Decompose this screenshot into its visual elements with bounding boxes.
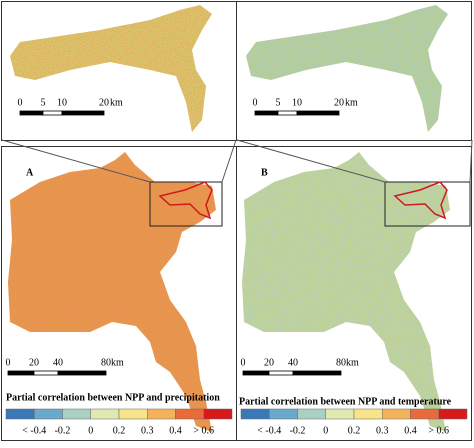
legend-label: > 0.6 [428,425,449,436]
scale-label: 20 [99,97,109,108]
legend-title: Partial correlation between NPP and prec… [6,392,220,403]
legend-label: -0.2 [55,425,71,436]
connector [1,139,151,183]
study-outline [393,181,448,220]
scale-unit: km [110,97,123,108]
scale-label: 80 [336,357,346,368]
scale-label: 80 [101,357,111,368]
scale-segment [296,110,340,116]
legend-swatch [90,408,120,420]
scale-label: 0 [18,97,23,108]
map-a [8,152,216,432]
legend-label: -0.2 [290,425,306,436]
study-outline [158,181,213,220]
legend-label: < -0.4 [257,425,281,436]
legend-swatch [118,408,148,420]
legend-swatch [5,408,35,420]
panel-label: A [26,167,34,178]
legend-swatch [382,408,411,420]
scale-label: 5 [41,97,46,108]
scale-segment [254,110,279,116]
scale-label: 0 [253,97,258,108]
scale-label: 0 [241,357,246,368]
legend-swatch [34,408,63,420]
legend-swatch [62,408,91,420]
legend-label: 0 [323,425,328,436]
scale-segment [33,370,59,376]
legend-swatch [410,408,439,420]
map-b [242,152,450,432]
scale-label: 5 [276,97,281,108]
connector [469,139,473,183]
scale-segment [292,370,342,376]
inset-map [246,5,448,132]
scale-segment [19,110,44,116]
scale-segment [277,110,298,116]
scale-label: 20 [29,357,39,368]
inset-frame [236,1,472,141]
legend-label: 0.2 [348,425,361,436]
legend-swatch [203,408,233,420]
scale-label: 0 [6,357,11,368]
scale-label: 10 [292,97,302,108]
scale-label: 40 [288,357,298,368]
scale-unit: km [345,97,358,108]
connector [236,139,386,183]
legend-swatch [175,408,204,420]
scale-segment [61,110,105,116]
legend-label: > 0.6 [193,425,214,436]
scale-unit: km [346,357,359,368]
scale-label: 20 [334,97,344,108]
zoom-box [384,181,471,227]
scale-segment [242,370,270,376]
connector [221,139,237,183]
legend-swatch [269,408,298,420]
legend-swatch [353,408,383,420]
scale-unit: km [111,357,124,368]
scale-label: 20 [264,357,274,368]
legend-label: 0.4 [169,425,182,436]
legend-swatch [325,408,355,420]
scale-label: 40 [53,357,63,368]
scale-segment [57,370,107,376]
zoom-box [149,181,223,227]
legend-title: Partial correlation between NPP and temp… [239,396,452,407]
scale-segment [7,370,35,376]
legend-label: < -0.4 [22,425,46,436]
legend-swatch [240,408,270,420]
panel-frame [236,146,472,441]
legend-label: 0.3 [141,425,154,436]
legend-swatch [297,408,326,420]
panel-label: B [261,167,268,178]
legend-swatch [438,408,468,420]
scale-label: 10 [57,97,67,108]
scale-segment [268,370,294,376]
scale-segment [42,110,63,116]
legend-label: 0 [88,425,93,436]
legend-label: 0.4 [404,425,417,436]
inset-map [10,5,212,132]
legend-swatch [147,408,176,420]
legend-label: 0.3 [376,425,389,436]
legend-label: 0.2 [113,425,126,436]
